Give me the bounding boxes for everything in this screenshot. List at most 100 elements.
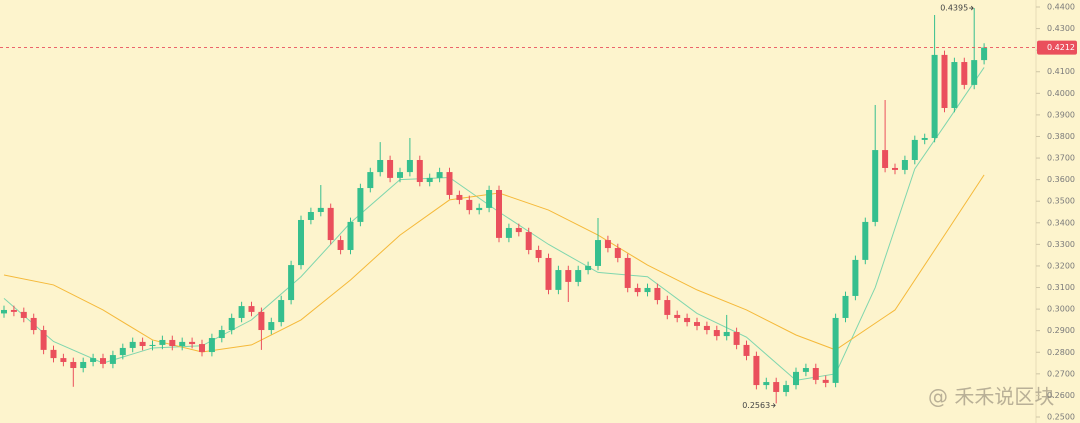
last-price-label: 0.4212	[1047, 43, 1075, 52]
candle-body	[595, 240, 601, 266]
candle-body	[862, 221, 869, 260]
candle-body	[367, 172, 374, 189]
candle-body	[50, 349, 57, 359]
candle-body	[822, 379, 829, 383]
y-tick-label: 0.3700	[1047, 154, 1075, 163]
candle-body	[951, 62, 958, 108]
candle-body	[694, 322, 700, 326]
candle-body	[20, 311, 27, 318]
y-tick-label: 0.4100	[1047, 67, 1075, 76]
candle-body	[842, 295, 849, 318]
candle-body	[208, 338, 215, 353]
candle-body	[199, 344, 205, 353]
candle-body	[921, 137, 928, 140]
candle-body	[674, 314, 681, 318]
candle-body	[961, 62, 968, 85]
y-tick-label: 0.3500	[1047, 197, 1075, 206]
candle-body	[723, 331, 730, 337]
candle-body	[634, 287, 641, 293]
candle-body	[268, 322, 275, 331]
candle-body	[505, 227, 512, 238]
candle-body	[159, 339, 166, 345]
candle-body	[30, 317, 37, 331]
candle-body	[802, 368, 809, 372]
candle-body	[981, 47, 988, 61]
candle-body	[436, 172, 443, 178]
candle-body	[733, 331, 740, 345]
candle-body	[713, 330, 720, 337]
candle-body	[743, 344, 750, 356]
candle-body	[525, 232, 532, 250]
y-tick-label: 0.4300	[1047, 24, 1075, 33]
candle-body	[476, 207, 483, 211]
candle-body	[763, 382, 770, 386]
candle-body	[139, 341, 146, 347]
candle-body	[258, 311, 265, 331]
high-marker-label: 0.4395	[940, 4, 968, 13]
candle-body	[169, 339, 176, 347]
y-tick-label: 0.4400	[1047, 3, 1075, 12]
y-tick-label: 0.2700	[1047, 369, 1075, 378]
candle-body	[624, 257, 631, 288]
candle-body	[149, 344, 156, 347]
candle-body	[535, 249, 542, 258]
candle-body	[1, 309, 7, 314]
y-tick-label: 0.2900	[1047, 326, 1075, 335]
y-tick-label: 0.2800	[1047, 348, 1075, 357]
candle-body	[109, 355, 116, 364]
candle-body	[901, 159, 908, 170]
candle-body	[179, 341, 186, 347]
candle-body	[585, 265, 592, 271]
candle-body	[298, 219, 304, 266]
y-tick-label: 0.3800	[1047, 132, 1075, 141]
candle-body	[228, 317, 235, 331]
candle-body	[416, 159, 423, 183]
last-price-tag	[1037, 40, 1077, 55]
moving-average	[3, 67, 985, 381]
candle-body	[911, 139, 918, 160]
candle-body	[317, 207, 324, 212]
candle-body	[406, 159, 413, 173]
candle-body	[40, 330, 47, 350]
candle-body	[278, 300, 285, 323]
candle-body	[971, 60, 978, 85]
y-tick-label: 0.3000	[1047, 305, 1075, 314]
low-marker-arrow	[771, 403, 776, 408]
candle-body	[515, 227, 522, 233]
candle-body	[941, 54, 948, 108]
candle-body	[80, 361, 87, 369]
candle-body	[238, 306, 245, 318]
candle-body	[387, 159, 394, 178]
candle-body	[703, 325, 710, 331]
candle-body	[644, 287, 651, 293]
low-marker-label: 0.2563	[742, 401, 770, 410]
candle-body	[486, 189, 493, 208]
candle-body	[496, 189, 502, 238]
candle-body	[248, 306, 255, 312]
candle-body	[654, 287, 661, 301]
y-tick-label: 0.3300	[1047, 240, 1075, 249]
candle-body	[218, 330, 225, 339]
candle-body	[377, 159, 384, 173]
candle-body	[872, 150, 879, 222]
candle-body	[100, 358, 106, 364]
y-tick-label: 0.3200	[1047, 261, 1075, 270]
candle-body	[60, 358, 67, 362]
candle-body	[397, 172, 403, 178]
candle-body	[783, 385, 790, 392]
candle-body	[604, 240, 611, 249]
candle-body	[446, 172, 453, 195]
candle-body	[357, 188, 364, 222]
candle-body	[70, 361, 77, 369]
candle-body	[832, 317, 839, 383]
candle-body	[129, 341, 136, 348]
candle-body	[565, 270, 572, 282]
candle-body	[773, 382, 780, 392]
candle-body	[337, 240, 344, 250]
candle-body	[288, 265, 295, 301]
candle-body	[555, 270, 562, 290]
y-tick-label: 0.2500	[1047, 413, 1075, 422]
y-tick-label: 0.3400	[1047, 218, 1075, 227]
candle-body	[327, 207, 334, 241]
